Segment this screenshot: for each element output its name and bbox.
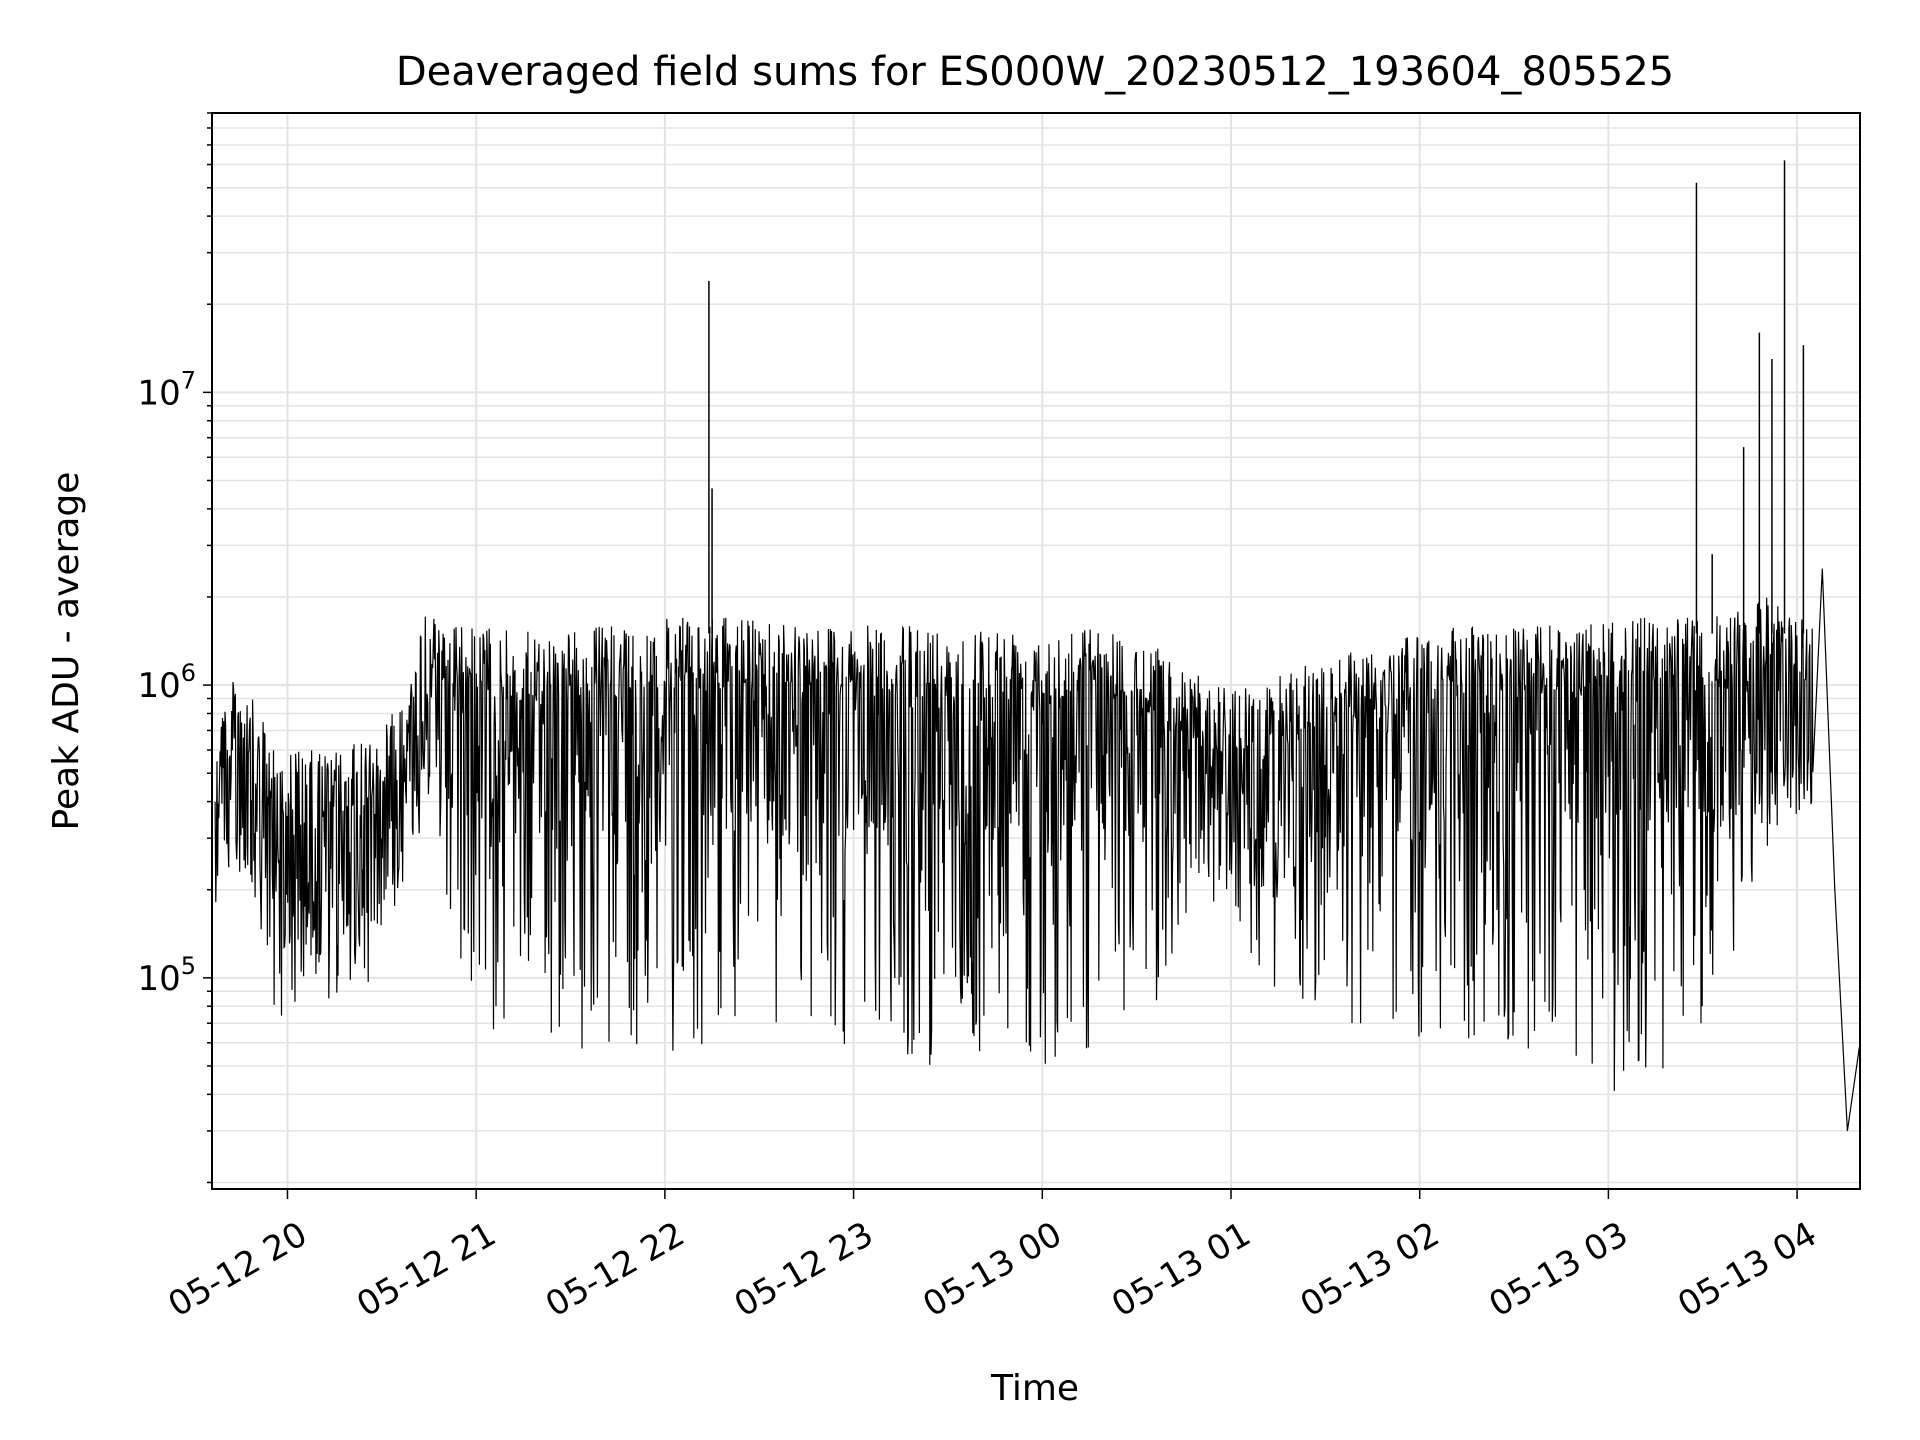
x-axis-label: Time: [990, 1368, 1079, 1409]
y-tick-label: 106: [137, 659, 196, 706]
y-tick-label: 107: [137, 366, 196, 413]
y-tick-label: 105: [137, 952, 196, 999]
plot-lines: [214, 160, 1861, 1131]
plot-area-frame: [211, 112, 1861, 1190]
y-axis-label: Peak ADU - average: [46, 472, 87, 831]
chart-title: Deaveraged field sums for ES000W_2023051…: [396, 49, 1674, 95]
y-axis: 105 106 107: [137, 112, 212, 1184]
series-trace: [214, 568, 1861, 1131]
